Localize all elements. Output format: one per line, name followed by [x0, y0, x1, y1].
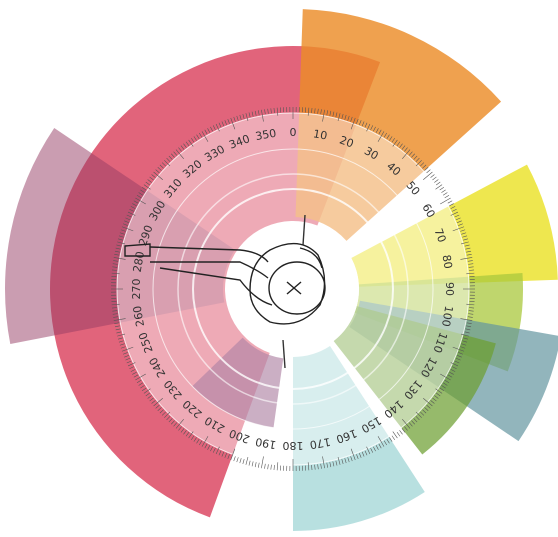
degree-label: 90: [443, 282, 456, 296]
tick: [440, 187, 444, 190]
tick: [243, 459, 244, 464]
tick: [237, 457, 239, 462]
tick: [432, 177, 436, 180]
degree-label: 80: [440, 254, 455, 270]
tick: [252, 461, 253, 466]
tick: [240, 458, 241, 463]
tick: [255, 462, 256, 467]
tick: [258, 463, 259, 468]
tick: [431, 174, 435, 177]
tick: [441, 190, 445, 193]
tick: [448, 201, 452, 203]
tick: [443, 193, 447, 196]
degree-label: 10: [312, 127, 328, 142]
tick: [427, 170, 431, 173]
tick: [268, 464, 269, 469]
tick: [400, 430, 403, 434]
tick: [397, 432, 400, 436]
tick: [274, 465, 275, 470]
tick: [271, 465, 272, 470]
tick: [445, 195, 449, 198]
tick: [265, 464, 266, 469]
tick: [434, 179, 438, 182]
degree-label: 0: [290, 126, 297, 139]
degree-label: 180: [283, 439, 304, 452]
tick: [234, 456, 236, 461]
tick: [436, 182, 440, 185]
degree-label: 270: [130, 279, 143, 300]
tick: [392, 436, 395, 440]
tick: [249, 461, 250, 466]
